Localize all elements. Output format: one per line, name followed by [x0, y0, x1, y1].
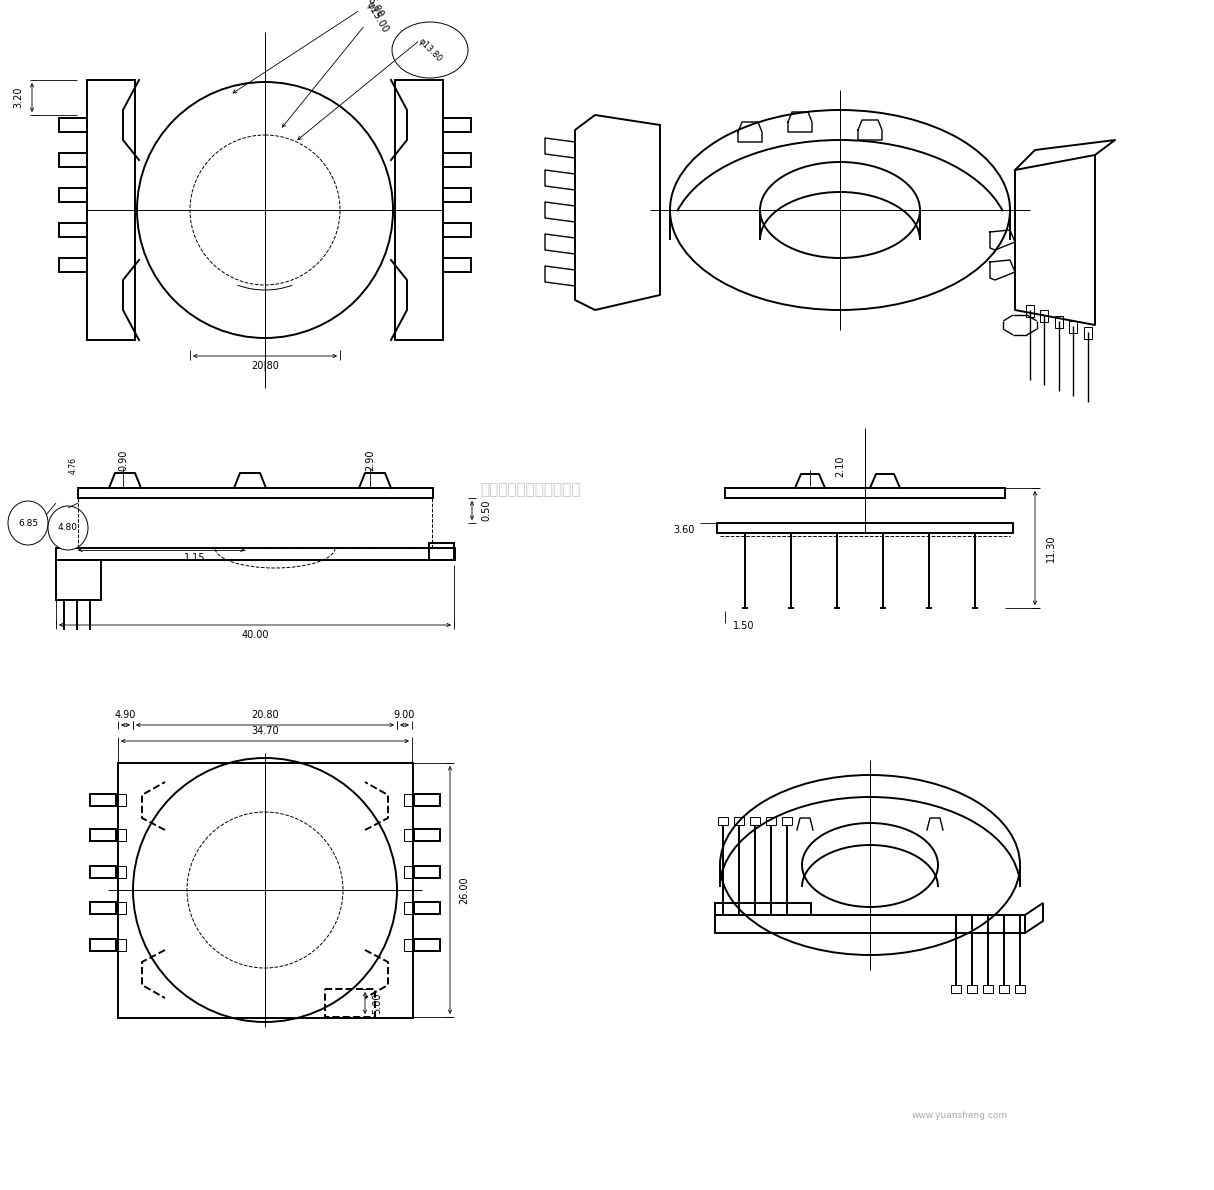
Text: 40.00: 40.00 — [242, 630, 268, 640]
Text: φ13.80: φ13.80 — [416, 37, 443, 63]
Bar — [325, 989, 375, 1017]
Bar — [734, 818, 744, 825]
Bar — [90, 829, 117, 841]
Text: φ15.00: φ15.00 — [364, 0, 390, 35]
Bar — [1070, 321, 1077, 333]
Bar — [1015, 985, 1025, 992]
Text: 2.10: 2.10 — [835, 456, 845, 477]
Bar — [59, 188, 87, 202]
Text: φ26.00: φ26.00 — [359, 0, 385, 19]
Bar — [78, 488, 433, 497]
Bar — [414, 939, 439, 951]
Ellipse shape — [49, 506, 87, 550]
Bar — [90, 794, 117, 806]
Bar — [1055, 315, 1062, 327]
Text: 0.50: 0.50 — [481, 500, 490, 521]
Bar — [715, 903, 811, 915]
Text: 34.70: 34.70 — [251, 726, 279, 735]
Bar — [117, 902, 126, 914]
Bar — [983, 985, 993, 992]
Bar — [90, 939, 117, 951]
Bar — [717, 818, 728, 825]
Bar — [59, 118, 87, 132]
Text: 1.50: 1.50 — [733, 621, 754, 631]
Bar — [404, 902, 414, 914]
Bar — [395, 80, 443, 340]
Text: 5.00: 5.00 — [371, 992, 382, 1014]
Bar — [782, 818, 792, 825]
Bar — [951, 985, 961, 992]
Bar — [717, 522, 1012, 533]
Text: 20.80: 20.80 — [251, 710, 279, 720]
Text: www.yuansheng.com: www.yuansheng.com — [912, 1110, 1008, 1120]
Bar — [750, 818, 760, 825]
Bar — [117, 794, 126, 806]
Bar — [117, 939, 126, 951]
Text: 3.60: 3.60 — [674, 525, 694, 536]
Text: 6.85: 6.85 — [18, 519, 38, 527]
Bar — [443, 223, 471, 237]
Bar — [404, 794, 414, 806]
Bar — [117, 829, 126, 841]
Bar — [414, 794, 439, 806]
Bar — [414, 866, 439, 878]
Text: 2.90: 2.90 — [365, 450, 375, 471]
Ellipse shape — [8, 501, 49, 545]
Ellipse shape — [392, 21, 469, 79]
Bar — [90, 902, 117, 914]
Bar — [443, 188, 471, 202]
Text: 1.15: 1.15 — [185, 553, 205, 563]
Bar — [404, 866, 414, 878]
Bar — [999, 985, 1009, 992]
Bar — [1026, 305, 1034, 317]
Text: 4.90: 4.90 — [115, 710, 136, 720]
Text: 深圳市源升塑胶有限公司: 深圳市源升塑胶有限公司 — [480, 482, 580, 497]
Bar — [414, 829, 439, 841]
Bar — [59, 223, 87, 237]
Text: 20|80: 20|80 — [251, 361, 279, 371]
Text: 9.00: 9.00 — [393, 710, 415, 720]
Bar — [59, 154, 87, 167]
Text: 11.30: 11.30 — [1046, 534, 1056, 562]
Bar — [404, 939, 414, 951]
Bar — [1040, 311, 1049, 322]
Bar — [443, 258, 471, 273]
Bar — [766, 818, 776, 825]
Bar — [117, 866, 126, 878]
Text: 4.76: 4.76 — [68, 457, 78, 475]
Bar — [968, 985, 977, 992]
Text: 3.20: 3.20 — [13, 87, 23, 108]
Bar — [414, 902, 439, 914]
Bar — [87, 80, 135, 340]
Bar — [443, 154, 471, 167]
Bar — [56, 549, 455, 560]
Bar — [429, 543, 454, 560]
Text: 26.00: 26.00 — [459, 876, 469, 904]
Bar — [725, 488, 1005, 497]
Bar — [90, 866, 117, 878]
Bar — [1084, 326, 1091, 339]
Bar — [118, 763, 413, 1017]
Bar — [404, 829, 414, 841]
Bar — [59, 258, 87, 273]
Bar — [443, 118, 471, 132]
Bar — [56, 560, 101, 600]
Text: 0.90: 0.90 — [118, 450, 127, 471]
Text: 4.80: 4.80 — [58, 524, 78, 532]
